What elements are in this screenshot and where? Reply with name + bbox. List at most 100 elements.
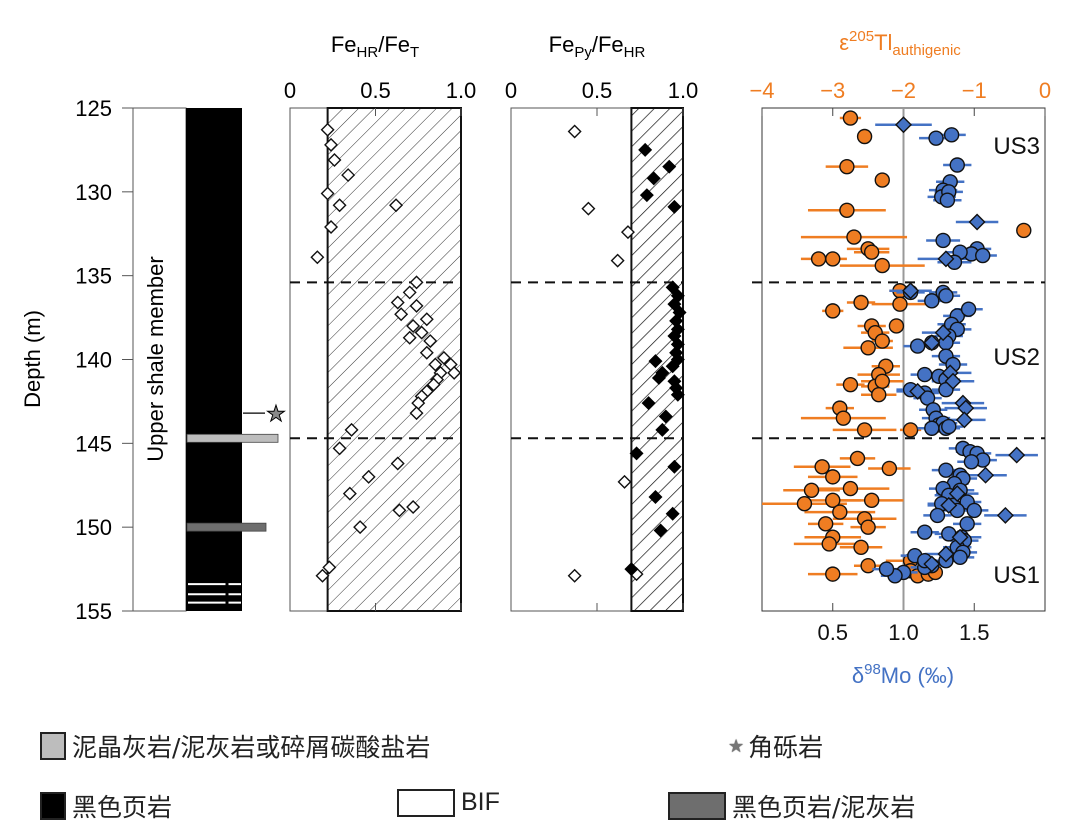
tl-point — [825, 566, 841, 582]
tl-point — [860, 519, 876, 535]
data-point-filled — [641, 396, 656, 411]
tl-point — [825, 303, 841, 319]
depth-tick-label: 145 — [75, 431, 112, 456]
mo-point-circle — [924, 420, 940, 436]
depth-axis: Depth (m) 125 130 135 140 145 150 155 — [20, 96, 133, 624]
zone-label: US3 — [993, 133, 1040, 160]
x-tick-label: 0.5 — [582, 78, 613, 103]
tl-point — [888, 318, 905, 334]
mo-point-diamond — [937, 250, 955, 268]
mo-point-diamond — [951, 528, 969, 546]
tl-point — [825, 469, 841, 485]
lithology-column: Upper shale member ★ — [132, 107, 286, 612]
mo-point-diamond — [944, 372, 962, 390]
data-point-filled — [638, 142, 653, 157]
data-point — [426, 377, 441, 392]
data-point — [402, 330, 417, 345]
data-point — [406, 500, 421, 515]
mo-point-diamond — [996, 506, 1014, 524]
legend-label: 角砾岩 — [748, 733, 824, 762]
data-point — [332, 441, 347, 456]
data-point-filled — [670, 387, 685, 402]
mo-point-diamond — [1008, 446, 1026, 464]
legend-label: 黑色页岩 — [72, 793, 173, 822]
data-point — [392, 503, 407, 518]
tl-point — [825, 251, 841, 267]
data-point — [341, 168, 356, 183]
data-point-filled — [653, 523, 668, 538]
data-point — [324, 137, 339, 152]
mo-point-circle — [929, 507, 946, 524]
data-point — [361, 469, 376, 484]
lithology-bed-mudstone-carbonate — [186, 433, 279, 443]
zone-label: US2 — [993, 344, 1040, 371]
tl-point — [842, 110, 859, 126]
tl-point — [874, 333, 890, 349]
legend-item-black-shale: 黑色页岩 — [40, 788, 172, 824]
tl-point — [846, 229, 862, 245]
data-point — [436, 350, 451, 365]
data-point — [315, 568, 330, 583]
mo-point-circle — [935, 232, 951, 249]
data-point-filled — [665, 280, 680, 295]
tl-point — [860, 340, 876, 356]
mo-point-circle — [878, 561, 895, 577]
lithology-bed-black-shale-mudstone — [186, 522, 267, 532]
data-point — [390, 456, 405, 471]
tl-point — [817, 516, 834, 532]
data-point-filled — [667, 297, 682, 312]
breccia-star-icon: ★ — [266, 401, 286, 426]
legend-swatch — [397, 788, 455, 817]
legend-swatch — [40, 732, 66, 760]
tl-point — [853, 294, 869, 311]
tl-point — [839, 158, 855, 175]
data-point — [332, 198, 347, 213]
panel-fepy-fehr: FePy/FeHR 0 0.5 1.0 — [505, 32, 699, 612]
black-shale-column — [186, 108, 242, 611]
mo-point-circle — [966, 502, 982, 519]
mo-point-diamond — [948, 485, 966, 503]
depth-tick-label: 135 — [75, 264, 112, 289]
mo-point-diamond — [937, 545, 955, 563]
data-point-filled — [651, 370, 666, 385]
tl-point — [810, 251, 827, 267]
data-point — [324, 220, 339, 235]
data-point — [423, 334, 438, 349]
tl-point — [874, 373, 890, 389]
data-point-filled — [624, 562, 639, 577]
data-point — [447, 365, 462, 380]
mo-point-circle — [943, 127, 960, 143]
unit-box — [132, 107, 187, 612]
data-point — [409, 406, 424, 421]
data-point-open — [610, 253, 625, 268]
mo-point-circle — [941, 418, 957, 435]
panel-title: FeHR/FeT — [331, 32, 419, 61]
tl-point — [874, 257, 890, 274]
data-point — [342, 486, 357, 501]
data-point — [414, 325, 429, 340]
data-point-filled — [648, 354, 663, 369]
mo-point-circle — [949, 157, 965, 173]
data-point — [402, 285, 417, 300]
tl-point — [863, 244, 880, 260]
mo-point-circle — [924, 293, 940, 309]
x-tick-label: 1.0 — [668, 78, 699, 103]
depth-tick-label: 150 — [75, 515, 112, 540]
mo-tick-label: 0.5 — [817, 620, 848, 645]
panel-isotopes: ε205Tlauthigenic δ98Mo (‰) −4 −3 −2 −1 0 0.5 1… — [749, 28, 1051, 688]
tl-point — [803, 482, 820, 498]
x-tick-label: 0.5 — [360, 78, 391, 103]
data-point-filled — [667, 199, 682, 214]
tl-point — [856, 422, 873, 438]
legend-label: BIF — [461, 788, 500, 816]
data-point-filled — [658, 409, 673, 424]
mo-point-circle — [960, 301, 977, 317]
data-point — [409, 275, 424, 290]
tl-point — [849, 450, 866, 467]
data-point — [428, 357, 443, 372]
legend-swatch — [668, 792, 726, 820]
tl-tick-label: −2 — [891, 78, 916, 103]
tl-point — [860, 558, 876, 574]
tl-tick-label: 0 — [1039, 78, 1051, 103]
legend-swatch — [40, 792, 66, 820]
